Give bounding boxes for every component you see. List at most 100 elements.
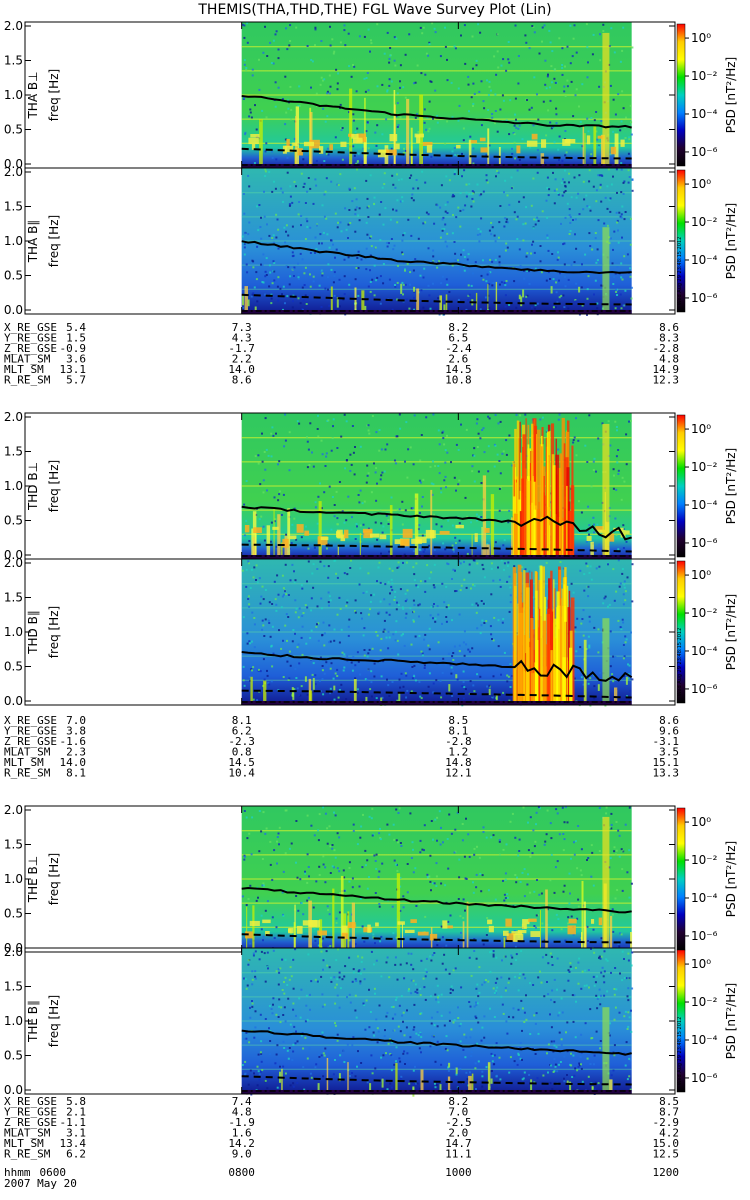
noise-speck xyxy=(593,523,595,526)
noise-speck xyxy=(454,590,457,593)
noise-speck xyxy=(331,437,334,440)
noise-speck xyxy=(309,1008,311,1011)
noise-speck xyxy=(625,116,627,119)
noise-speck xyxy=(415,584,418,587)
noise-speck xyxy=(412,610,415,613)
noise-speck xyxy=(307,866,310,868)
noise-speck xyxy=(627,169,630,172)
noise-speck xyxy=(374,1067,377,1070)
noise-speck xyxy=(317,435,320,438)
noise-speck xyxy=(304,1036,307,1039)
noise-speck xyxy=(553,202,556,205)
noise-speck xyxy=(318,874,321,876)
noise-speck xyxy=(585,194,588,197)
noise-speck xyxy=(426,876,429,879)
noise-speck xyxy=(513,133,516,136)
noise-speck xyxy=(472,583,474,586)
noise-speck xyxy=(370,42,373,45)
noise-speck xyxy=(348,956,351,959)
noise-speck xyxy=(439,55,442,58)
wave-band-blob xyxy=(340,141,347,147)
burst-streak xyxy=(562,606,566,701)
noise-speck xyxy=(402,86,405,89)
noise-speck xyxy=(458,479,461,482)
noise-speck xyxy=(385,1015,388,1018)
ephemeris-value: 4.8 xyxy=(659,353,679,366)
noise-speck xyxy=(536,302,539,305)
noise-speck xyxy=(405,1026,408,1029)
noise-speck xyxy=(611,673,614,676)
emission-streak xyxy=(295,116,297,164)
noise-speck xyxy=(532,124,535,127)
burst-streak xyxy=(548,455,550,555)
wave-band-blob xyxy=(487,919,493,925)
noise-speck xyxy=(430,995,432,998)
noise-speck xyxy=(451,195,454,198)
noise-speck xyxy=(339,173,342,176)
noise-speck xyxy=(594,232,597,234)
noise-speck xyxy=(608,242,611,245)
noise-speck xyxy=(560,294,563,297)
noise-speck xyxy=(494,898,497,901)
noise-speck xyxy=(458,261,461,264)
noise-speck xyxy=(485,934,488,936)
emission-streak xyxy=(389,505,393,555)
noise-speck xyxy=(403,977,406,980)
noise-speck xyxy=(245,568,248,571)
noise-speck xyxy=(623,583,626,586)
noise-speck xyxy=(261,432,263,435)
noise-speck xyxy=(473,454,476,457)
noise-speck xyxy=(313,834,316,837)
noise-speck xyxy=(388,567,391,570)
noise-speck xyxy=(502,691,505,694)
noise-speck xyxy=(411,666,414,668)
noise-speck xyxy=(314,178,317,181)
noise-speck xyxy=(463,169,466,172)
noise-speck xyxy=(478,991,481,994)
noise-speck xyxy=(359,836,362,839)
noise-speck xyxy=(587,130,590,133)
noise-speck xyxy=(588,414,591,417)
noise-speck xyxy=(386,31,389,34)
noise-speck xyxy=(323,160,326,162)
noise-speck xyxy=(301,587,304,590)
noise-speck xyxy=(573,176,576,179)
noise-speck xyxy=(566,821,569,824)
noise-speck xyxy=(258,810,261,812)
noise-speck xyxy=(464,204,467,207)
noise-speck xyxy=(381,696,384,699)
noise-speck xyxy=(483,451,486,454)
noise-speck xyxy=(579,120,582,123)
noise-speck xyxy=(280,647,283,650)
noise-speck xyxy=(285,224,288,227)
noise-speck xyxy=(367,527,370,530)
noise-speck xyxy=(377,1030,380,1033)
emission-streak xyxy=(584,133,586,164)
noise-speck xyxy=(295,607,298,610)
noise-speck xyxy=(420,549,423,552)
noise-speck xyxy=(387,523,390,525)
noise-speck xyxy=(348,867,351,869)
noise-speck xyxy=(463,578,466,581)
noise-speck xyxy=(617,241,620,244)
noise-speck xyxy=(587,857,590,859)
noise-speck xyxy=(359,524,362,527)
noise-speck xyxy=(286,171,289,174)
noise-speck xyxy=(552,306,555,309)
noise-speck xyxy=(617,469,620,472)
burst-streak xyxy=(552,465,556,555)
ephemeris-label: R_RE_SM xyxy=(4,1148,51,1161)
noise-speck xyxy=(468,183,471,186)
noise-speck xyxy=(594,279,597,282)
noise-speck xyxy=(404,600,407,603)
noise-speck xyxy=(591,248,594,251)
noise-speck xyxy=(260,928,263,931)
wave-band-blob xyxy=(479,137,486,142)
noise-speck xyxy=(458,539,461,542)
noise-speck xyxy=(486,917,489,919)
noise-speck xyxy=(575,282,578,285)
noise-speck xyxy=(370,950,373,953)
noise-speck xyxy=(287,1057,290,1060)
emission-streak xyxy=(503,937,506,948)
noise-speck xyxy=(517,127,520,130)
